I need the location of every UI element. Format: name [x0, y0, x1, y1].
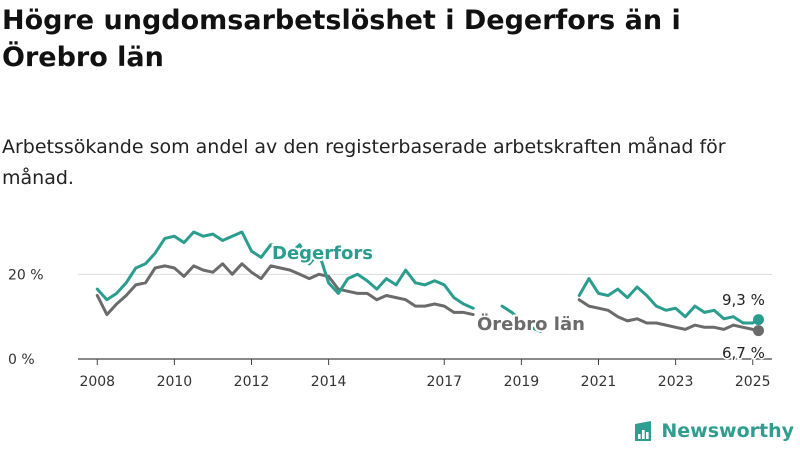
y-tick-label: 20 %	[8, 267, 44, 283]
series-label-degerfors: Degerfors	[272, 243, 373, 264]
x-tick-label: 2021	[581, 374, 617, 390]
series-layer	[95, 230, 765, 337]
end-value-label-rebro-l-n: 6,7 %	[722, 344, 765, 362]
x-tick-label: 2014	[311, 374, 347, 390]
series-line-degerfors	[577, 277, 760, 325]
series-line-degerfors	[500, 304, 543, 333]
x-tick-label: 2017	[426, 374, 462, 390]
label-layer: 0 % 20 % 2008 2010 2012 2014 2017 2019 2021 2023 2…	[8, 241, 771, 390]
chart-title: Högre ungdomsarbetslöshet i Degerfors än…	[2, 5, 681, 73]
series-line-rebro-l-n	[95, 262, 475, 317]
end-value-label-degerfors: 9,3 %	[722, 291, 765, 309]
chart-subtitle: Arbetssökande som andel av den registerb…	[2, 136, 726, 189]
end-point-rebro-l-n	[753, 325, 765, 337]
series-label-rebro-l-n: Örebro län	[477, 313, 585, 335]
bar-chart-logo-icon	[635, 421, 652, 441]
series-line-rebro-l-n	[577, 298, 760, 333]
grid-layer	[78, 273, 772, 365]
x-tick-label: 2025	[735, 374, 771, 390]
x-tick-label: 2019	[504, 374, 540, 390]
brand-name: Newsworthy	[661, 420, 794, 442]
x-tick-label: 2010	[157, 374, 193, 390]
x-tick-label: 2008	[79, 374, 115, 390]
x-tick-label: 2012	[234, 374, 270, 390]
end-point-degerfors	[753, 314, 765, 326]
newsworthy-brand: Newsworthy	[632, 420, 794, 442]
series-line-degerfors	[95, 230, 475, 310]
x-tick-label: 2023	[658, 374, 694, 390]
y-tick-label: 0 %	[8, 352, 35, 368]
